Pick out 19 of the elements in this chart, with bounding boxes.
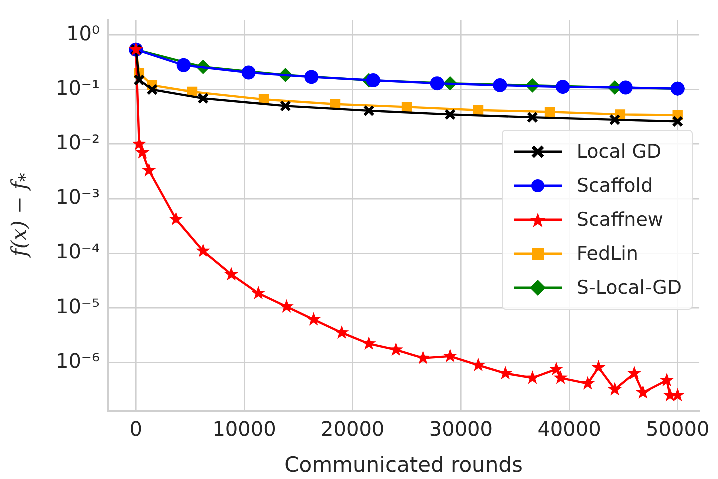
legend-label: Local GD [576, 141, 662, 163]
x-tick-label: 30000 [429, 417, 493, 442]
y-tick-label: 10⁻¹ [56, 76, 100, 100]
y-tick-label: 10⁻³ [56, 185, 100, 210]
x-tick-label: 40000 [538, 417, 602, 442]
y-tick-label: 10⁻² [56, 130, 100, 155]
legend-label: Scaffnew [576, 209, 664, 231]
x-tick-label: 20000 [321, 417, 385, 442]
x-tick-label: 0 [130, 417, 143, 442]
x-tick-label: 50000 [646, 417, 710, 442]
y-tick-label: 10⁻⁵ [56, 294, 100, 318]
y-tick-label: 10⁻⁶ [56, 348, 100, 373]
x-axis-title: Communicated rounds [284, 452, 523, 477]
legend-label: Scaffold [576, 175, 654, 197]
y-tick-label: 10⁻⁴ [56, 240, 100, 264]
x-tick-label: 10000 [212, 417, 276, 442]
legend-label: FedLin [576, 243, 638, 265]
y-tick-label: 10⁰ [66, 21, 100, 46]
legend-label: S-Local-GD [576, 277, 682, 299]
